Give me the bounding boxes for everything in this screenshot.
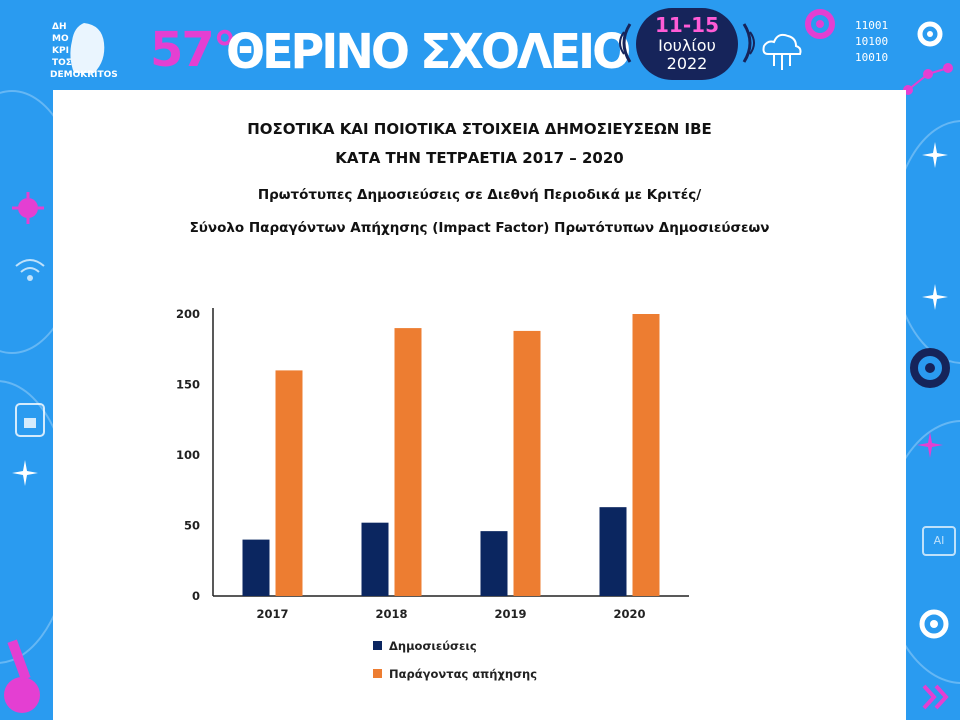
bar-publications-2017: [242, 539, 270, 596]
bar-publications-2018: [361, 522, 389, 596]
y-tick-label: 50: [184, 519, 200, 533]
legend-swatch-publications: [373, 641, 382, 650]
chart-subtitle-2: Σύνολο Παραγόντων Απήχησης (Impact Facto…: [189, 220, 770, 236]
sparkle-icon: [917, 432, 943, 458]
gear-icon: [910, 348, 950, 388]
header: ΔΗ ΜΟ ΚΡΙ ΤΟΣ DEMOKRITOS 57° ΘΕΡΙΝΟ ΣΧΟΛ…: [0, 0, 960, 90]
bar-impact-factor-2018: [394, 328, 422, 596]
wifi-icon: [15, 259, 45, 281]
lock-icon: [15, 403, 45, 437]
microscope-icon: [4, 639, 40, 713]
binary-line: 11001: [855, 19, 889, 32]
chevrons-icon: [922, 684, 949, 710]
y-tick-label: 100: [176, 448, 200, 462]
svg-text:ΚΡΙ: ΚΡΙ: [52, 46, 69, 56]
dates-days: 11-15: [655, 13, 719, 37]
bar-publications-2019: [480, 531, 508, 596]
school-title: ΘΕΡΙΝΟ ΣΧΟΛΕΙΟ: [226, 22, 631, 80]
x-tick-label: 2019: [494, 607, 526, 621]
gear-icon: [917, 21, 943, 47]
slide-title: ΠΟΣΟΤΙΚΑ ΚΑΙ ΠΟΙΟΤΙΚΑ ΣΤΟΙΧΕΙΑ ΔΗΜΟΣΙΕΥΣ…: [247, 120, 712, 138]
binary-line: 10100: [855, 35, 889, 48]
binary-decor: 11001 10100 10010: [855, 18, 888, 66]
slide-title-period: ΚΑΤΑ ΤΗΝ ΤΕΤΡΑΕΤΙΑ 2017 – 2020: [335, 149, 624, 167]
chart-subtitle-1: Πρωτότυπες Δημοσιεύσεις σε Διεθνή Περιοδ…: [257, 187, 702, 203]
bar-impact-factor-2020: [632, 314, 660, 596]
logo-caption: DEMOKRITOS: [50, 70, 118, 80]
gear-icon: [805, 9, 835, 39]
ai-chip-icon: AI: [922, 526, 956, 556]
signal-right-icon: [742, 23, 755, 63]
y-tick-label: 150: [176, 378, 200, 392]
binary-line: 10010: [855, 51, 889, 64]
sparkle-icon: [922, 284, 948, 310]
dates-month: Ιουλίου: [658, 36, 716, 55]
dates-badge: 11-15 Ιουλίου 2022: [636, 8, 738, 80]
x-tick-label: 2018: [375, 607, 407, 621]
legend-label: Δημοσιεύσεις: [389, 639, 477, 653]
y-tick-label: 0: [192, 589, 200, 603]
legend-label: Παράγοντας απήχησης: [389, 667, 537, 681]
bar-impact-factor-2017: [275, 370, 303, 596]
cloud-network-icon: [762, 33, 802, 70]
content-panel: ΠΟΣΟΤΙΚΑ ΚΑΙ ΠΟΙΟΤΙΚΑ ΣΤΟΙΧΕΙΑ ΔΗΜΟΣΙΕΥΣ…: [53, 90, 906, 720]
svg-text:ΜΟ: ΜΟ: [52, 34, 69, 44]
sparkle-icon: [922, 142, 948, 168]
signal-left-icon: [619, 23, 632, 63]
bar-impact-factor-2019: [513, 330, 541, 596]
x-tick-label: 2017: [256, 607, 288, 621]
bar-chart: 0 50 100 150 200 2017 2018 2019 2020 Δημοσιεύσεις…: [176, 307, 689, 681]
gear-icon: [919, 609, 949, 639]
virus-icon: [12, 192, 44, 224]
svg-text:ΔΗ: ΔΗ: [52, 22, 67, 32]
svg-text:ΤΟΣ: ΤΟΣ: [52, 58, 72, 68]
school-edition: 57°: [150, 22, 237, 78]
y-tick-label: 200: [176, 307, 200, 321]
dates-year: 2022: [666, 54, 708, 73]
x-tick-label: 2020: [613, 607, 645, 621]
legend-swatch-impact-factor: [373, 669, 382, 678]
demokritos-logo: ΔΗ ΜΟ ΚΡΙ ΤΟΣ: [50, 17, 112, 77]
sparkle-icon: [12, 460, 38, 486]
bar-publications-2020: [599, 507, 627, 596]
